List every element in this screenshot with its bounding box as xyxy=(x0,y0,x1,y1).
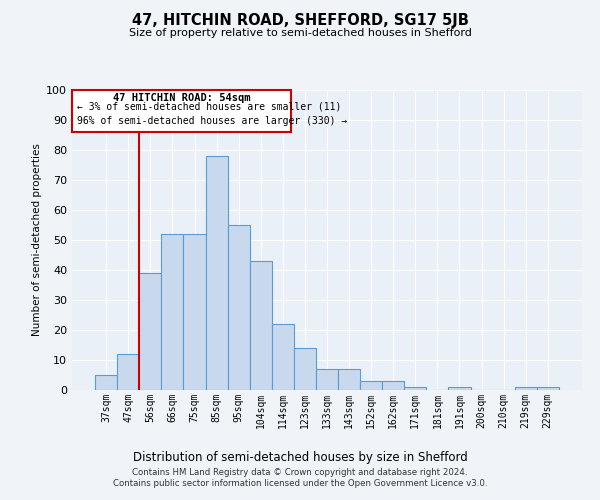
Bar xyxy=(184,234,206,390)
Bar xyxy=(338,369,360,390)
Bar xyxy=(515,387,537,390)
Bar xyxy=(294,348,316,390)
FancyBboxPatch shape xyxy=(72,90,290,132)
Bar xyxy=(537,387,559,390)
Bar xyxy=(227,225,250,390)
Text: Size of property relative to semi-detached houses in Shefford: Size of property relative to semi-detach… xyxy=(128,28,472,38)
Bar xyxy=(404,387,427,390)
Bar xyxy=(250,261,272,390)
Text: 96% of semi-detached houses are larger (330) →: 96% of semi-detached houses are larger (… xyxy=(77,116,347,126)
Bar xyxy=(382,381,404,390)
Text: 47, HITCHIN ROAD, SHEFFORD, SG17 5JB: 47, HITCHIN ROAD, SHEFFORD, SG17 5JB xyxy=(131,12,469,28)
Bar xyxy=(117,354,139,390)
Bar xyxy=(360,381,382,390)
Bar xyxy=(95,375,117,390)
Text: Contains HM Land Registry data © Crown copyright and database right 2024.
Contai: Contains HM Land Registry data © Crown c… xyxy=(113,468,487,487)
Bar xyxy=(448,387,470,390)
Bar xyxy=(316,369,338,390)
Text: ← 3% of semi-detached houses are smaller (11): ← 3% of semi-detached houses are smaller… xyxy=(77,102,341,112)
Text: 47 HITCHIN ROAD: 54sqm: 47 HITCHIN ROAD: 54sqm xyxy=(113,93,250,103)
Y-axis label: Number of semi-detached properties: Number of semi-detached properties xyxy=(32,144,42,336)
Text: Distribution of semi-detached houses by size in Shefford: Distribution of semi-detached houses by … xyxy=(133,451,467,464)
Bar xyxy=(139,273,161,390)
Bar xyxy=(206,156,227,390)
Bar xyxy=(161,234,184,390)
Bar xyxy=(272,324,294,390)
